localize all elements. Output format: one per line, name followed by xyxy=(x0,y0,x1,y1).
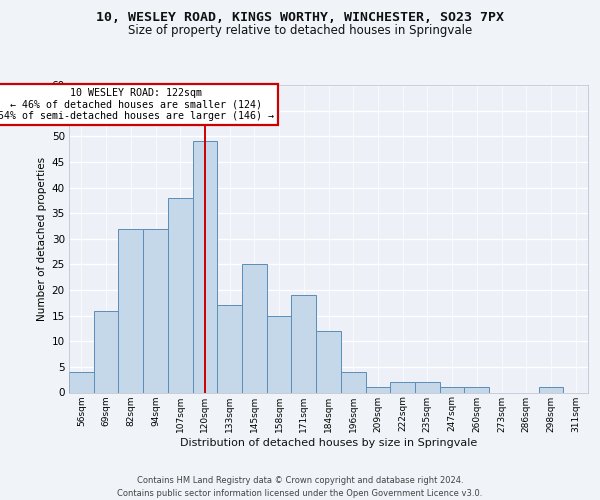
Text: 10, WESLEY ROAD, KINGS WORTHY, WINCHESTER, SO23 7PX: 10, WESLEY ROAD, KINGS WORTHY, WINCHESTE… xyxy=(96,11,504,24)
Bar xyxy=(143,228,168,392)
Bar xyxy=(267,316,292,392)
Text: Contains HM Land Registry data © Crown copyright and database right 2024.
Contai: Contains HM Land Registry data © Crown c… xyxy=(118,476,482,498)
Bar xyxy=(118,228,143,392)
Bar xyxy=(365,388,390,392)
Text: Distribution of detached houses by size in Springvale: Distribution of detached houses by size … xyxy=(180,438,478,448)
Y-axis label: Number of detached properties: Number of detached properties xyxy=(37,156,47,321)
Bar xyxy=(69,372,94,392)
Bar xyxy=(415,382,440,392)
Bar xyxy=(341,372,365,392)
Bar xyxy=(316,331,341,392)
Bar xyxy=(440,388,464,392)
Bar xyxy=(464,388,489,392)
Bar xyxy=(94,310,118,392)
Text: Size of property relative to detached houses in Springvale: Size of property relative to detached ho… xyxy=(128,24,472,37)
Text: 10 WESLEY ROAD: 122sqm
← 46% of detached houses are smaller (124)
54% of semi-de: 10 WESLEY ROAD: 122sqm ← 46% of detached… xyxy=(0,88,274,121)
Bar xyxy=(292,295,316,392)
Bar xyxy=(217,306,242,392)
Bar xyxy=(539,388,563,392)
Bar xyxy=(242,264,267,392)
Bar xyxy=(193,142,217,392)
Bar xyxy=(168,198,193,392)
Bar xyxy=(390,382,415,392)
